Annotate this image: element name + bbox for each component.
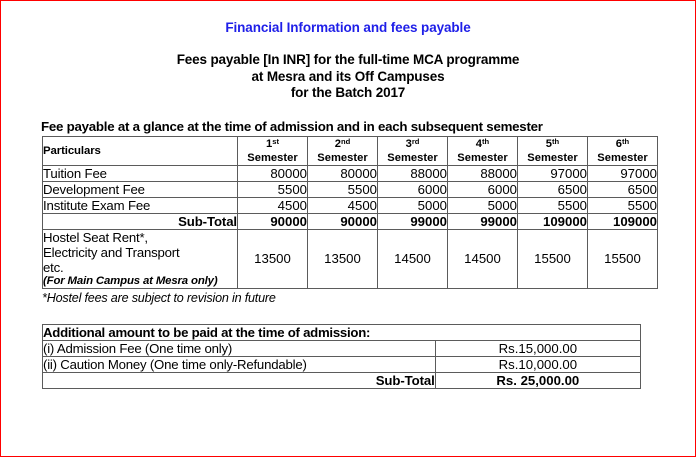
hostel-campus-note: (For Main Campus at Mesra only) xyxy=(43,274,218,287)
row-value: 88000 xyxy=(377,164,448,182)
semester-word: Semester xyxy=(387,151,438,164)
subtitle-line-3: for the Batch 2017 xyxy=(290,85,406,100)
additional-subtotal-label: Sub-Total xyxy=(42,372,436,389)
column-header-semester-2: 2nd Semester xyxy=(307,135,378,166)
row-label: Tuition Fee xyxy=(42,164,238,182)
row-value: 5500 xyxy=(237,180,308,198)
row-value: 4500 xyxy=(307,196,378,214)
row-value: 6000 xyxy=(447,180,518,198)
ordinal-suffix: rd xyxy=(411,136,420,146)
ordinal-number: 1 xyxy=(266,137,273,150)
row-value: 5500 xyxy=(517,196,588,214)
additional-subtotal-row: Sub-Total Rs. 25,000.00 xyxy=(42,372,642,389)
column-header-semester-1: 1st Semester xyxy=(237,135,308,166)
column-header-semester-5: 5th Semester xyxy=(517,135,588,166)
row-value: 80000 xyxy=(237,164,308,182)
subtotal-row: Sub-Total 90000 90000 99000 99000 109000… xyxy=(42,212,658,230)
semester-word: Semester xyxy=(247,151,298,164)
subtitle-line-1: Fees payable [In INR] for the full-time … xyxy=(176,52,520,67)
hostel-value: 15500 xyxy=(587,228,658,289)
fee-table-container: Particulars 1st Semester 2nd Semester 3r… xyxy=(42,135,658,290)
ordinal-number: 3 xyxy=(405,137,412,150)
hostel-label-line-2: Electricity and Transport xyxy=(43,244,180,260)
ordinal-number: 4 xyxy=(475,137,483,150)
subtotal-value: 109000 xyxy=(517,212,588,230)
semester-word: Semester xyxy=(457,151,508,164)
ordinal-number: 5 xyxy=(545,137,553,150)
semester-word: Semester xyxy=(317,151,368,164)
hostel-value: 13500 xyxy=(237,228,308,289)
ordinal-suffix: st xyxy=(272,136,279,146)
additional-header-row: Additional amount to be paid at the time… xyxy=(42,324,641,341)
ordinal-number: 2 xyxy=(334,137,341,150)
column-header-semester-6: 6th Semester xyxy=(587,135,658,166)
row-value: 6500 xyxy=(587,180,658,198)
table-row: (i) Admission Fee (One time only) Rs.15,… xyxy=(42,340,642,357)
document-body: Financial Information and fees payable F… xyxy=(1,1,695,389)
fee-table-heading: Fee payable at a glance at the time of a… xyxy=(41,118,543,134)
semester-word: Semester xyxy=(597,151,648,164)
additional-row-description: (ii) Caution Money (One time only-Refund… xyxy=(42,356,436,373)
subtotal-value: 90000 xyxy=(237,212,308,230)
table-header-row: Particulars 1st Semester 2nd Semester 3r… xyxy=(42,135,658,166)
row-value: 97000 xyxy=(517,164,588,182)
row-label: Institute Exam Fee xyxy=(42,196,238,214)
hostel-row-label: Hostel Seat Rent*, Electricity and Trans… xyxy=(42,228,238,289)
ordinal-suffix: th xyxy=(552,136,560,146)
subtotal-label: Sub-Total xyxy=(42,212,238,230)
additional-row-amount: Rs.10,000.00 xyxy=(434,356,642,373)
subtotal-value: 109000 xyxy=(587,212,658,230)
column-header-particulars: Particulars xyxy=(42,135,238,166)
subtotal-value: 99000 xyxy=(377,212,448,230)
ordinal-suffix: th xyxy=(482,136,490,146)
hostel-value: 14500 xyxy=(377,228,448,289)
column-header-semester-4: 4th Semester xyxy=(447,135,518,166)
hostel-fee-footnote: *Hostel fees are subject to revision in … xyxy=(42,291,276,305)
row-value: 4500 xyxy=(237,196,308,214)
row-value: 80000 xyxy=(307,164,378,182)
table-row: Development Fee 5500 5500 6000 6000 6500… xyxy=(42,180,658,198)
document-subtitle: Fees payable [In INR] for the full-time … xyxy=(1,52,695,102)
row-value: 5500 xyxy=(307,180,378,198)
row-value: 97000 xyxy=(587,164,658,182)
hostel-value: 14500 xyxy=(447,228,518,289)
row-value: 5500 xyxy=(587,196,658,214)
additional-table-header: Additional amount to be paid at the time… xyxy=(42,324,641,341)
row-value: 6000 xyxy=(377,180,448,198)
hostel-label-line-3: etc. xyxy=(43,259,64,275)
fee-table: Particulars 1st Semester 2nd Semester 3r… xyxy=(42,135,658,290)
subtotal-value: 99000 xyxy=(447,212,518,230)
additional-amount-table: Additional amount to be paid at the time… xyxy=(42,324,642,389)
hostel-value: 15500 xyxy=(517,228,588,289)
table-row: Institute Exam Fee 4500 4500 5000 5000 5… xyxy=(42,196,658,214)
ordinal-suffix: nd xyxy=(340,136,351,146)
subtitle-line-2: at Mesra and its Off Campuses xyxy=(251,68,445,84)
additional-row-description: (i) Admission Fee (One time only) xyxy=(42,340,436,357)
subtotal-value: 90000 xyxy=(307,212,378,230)
hostel-row: Hostel Seat Rent*, Electricity and Trans… xyxy=(42,228,658,289)
table-row: (ii) Caution Money (One time only-Refund… xyxy=(42,356,642,373)
additional-row-amount: Rs.15,000.00 xyxy=(434,340,642,357)
row-label: Development Fee xyxy=(42,180,238,198)
row-value: 5000 xyxy=(377,196,448,214)
row-value: 88000 xyxy=(447,164,518,182)
additional-amount-table-container: Additional amount to be paid at the time… xyxy=(42,324,642,389)
table-row: Tuition Fee 80000 80000 88000 88000 9700… xyxy=(42,164,658,182)
additional-subtotal-amount: Rs. 25,000.00 xyxy=(434,372,642,389)
column-header-semester-3: 3rd Semester xyxy=(377,135,448,166)
hostel-label-line-1: Hostel Seat Rent*, xyxy=(43,229,148,245)
ordinal-suffix: th xyxy=(622,136,630,146)
row-value: 5000 xyxy=(447,196,518,214)
row-value: 6500 xyxy=(517,180,588,198)
ordinal-number: 6 xyxy=(615,137,623,150)
semester-word: Semester xyxy=(527,151,578,164)
page-title: Financial Information and fees payable xyxy=(225,20,471,35)
hostel-value: 13500 xyxy=(307,228,378,289)
